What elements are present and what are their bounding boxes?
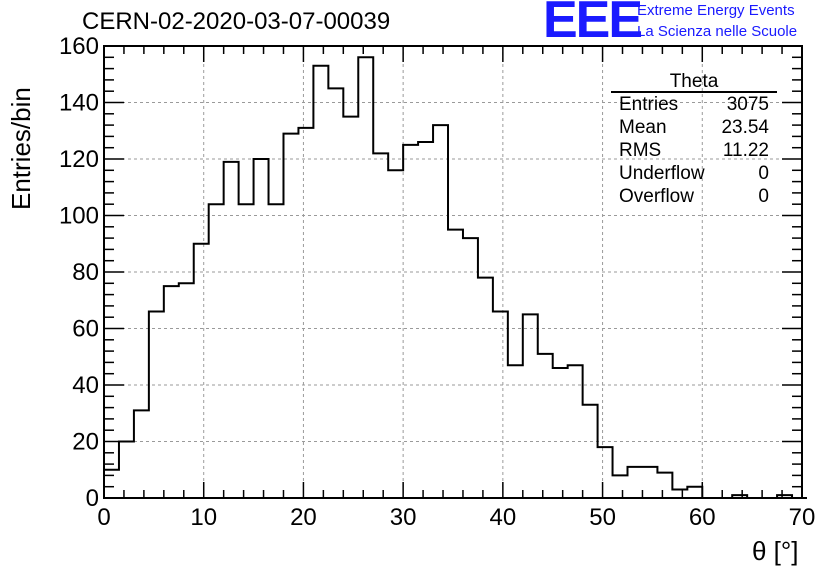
histogram-bin [194,244,209,498]
histogram-bin [687,487,702,498]
histogram-bin [403,145,418,498]
histogram-bin [583,405,598,498]
stats-label: RMS [619,140,662,161]
stats-label: Overflow [619,186,694,207]
histogram-bin [538,354,553,498]
stats-value: 0 [758,163,769,184]
histogram-bin [553,368,568,498]
x-tick-label: 10 [190,504,217,531]
y-tick-label: 160 [59,33,99,60]
x-tick-label: 70 [789,504,816,531]
y-tick-label: 120 [59,146,99,173]
stats-box: Theta Entries 3075 Mean 23.54 RMS 11.22 … [611,72,777,208]
histogram-bin [104,470,119,498]
x-tick-label: 0 [97,504,110,531]
y-tick-label: 100 [59,203,99,230]
histogram-bin [628,467,643,498]
histogram-bin [119,442,134,499]
histogram-bin [358,57,373,498]
histogram-bin [134,410,149,498]
x-tick-label: 60 [689,504,716,531]
y-tick-label: 80 [72,259,99,286]
y-tick-label: 0 [86,485,99,512]
stats-value: 11.22 [722,140,769,161]
histogram-bin [672,490,687,498]
histogram-bin [328,88,343,498]
histogram-bin [343,117,358,498]
histogram-bin [224,162,239,498]
histogram-bin [388,170,403,498]
histogram-bin [298,128,313,498]
stats-value: 23.54 [721,117,769,138]
histogram-bin [164,286,179,498]
stats-row-mean: Mean 23.54 [611,116,777,139]
stats-label: Entries [619,94,679,115]
x-tick-label: 30 [390,504,417,531]
histogram-bin [179,283,194,498]
stats-row-entries: Entries 3075 [611,93,777,116]
x-tick-label: 40 [490,504,517,531]
stats-value: 0 [758,186,769,207]
y-tick-label: 40 [72,372,99,399]
histogram-bin [523,314,538,498]
stats-label: Mean [619,117,667,138]
histogram-bin [478,278,493,498]
stats-row-rms: RMS 11.22 [611,139,777,162]
eee-logo: EEE [543,0,643,49]
histogram-bin [418,142,433,498]
histogram-bin [598,447,613,498]
histogram-bin [433,125,448,498]
x-axis-label: θ [°] [752,536,799,566]
histogram-bin [149,312,164,498]
histogram-bin [493,312,508,498]
x-tick-label: 20 [290,504,317,531]
chart-title: CERN-02-2020-03-07-00039 [82,8,391,35]
histogram-bin [269,204,284,498]
histogram-bin [373,153,388,498]
y-tick-label: 140 [59,90,99,117]
logo-tagline-1: Extreme Energy Events [637,2,795,19]
stats-value: 3075 [726,94,769,115]
histogram-bin [448,230,463,498]
stats-title: Theta [611,72,777,93]
histogram-bin [463,238,478,498]
histogram-bin [657,473,672,498]
stats-label: Underflow [619,163,705,184]
histogram-bin [209,204,224,498]
histogram-bin [313,66,328,498]
histogram-outline [103,56,807,499]
histogram-bin [239,204,254,498]
stats-row-underflow: Underflow 0 [611,162,777,185]
histogram-bin [283,134,298,498]
y-tick-label: 20 [72,429,99,456]
stats-row-overflow: Overflow 0 [611,185,777,208]
logo-tagline-2: La Scienza nelle Scuole [637,23,798,40]
histogram-bin [613,475,628,498]
y-tick-label: 60 [72,316,99,343]
x-tick-label: 50 [589,504,616,531]
histogram-bin [642,467,657,498]
y-axis-label: Entries/bin [6,87,36,210]
